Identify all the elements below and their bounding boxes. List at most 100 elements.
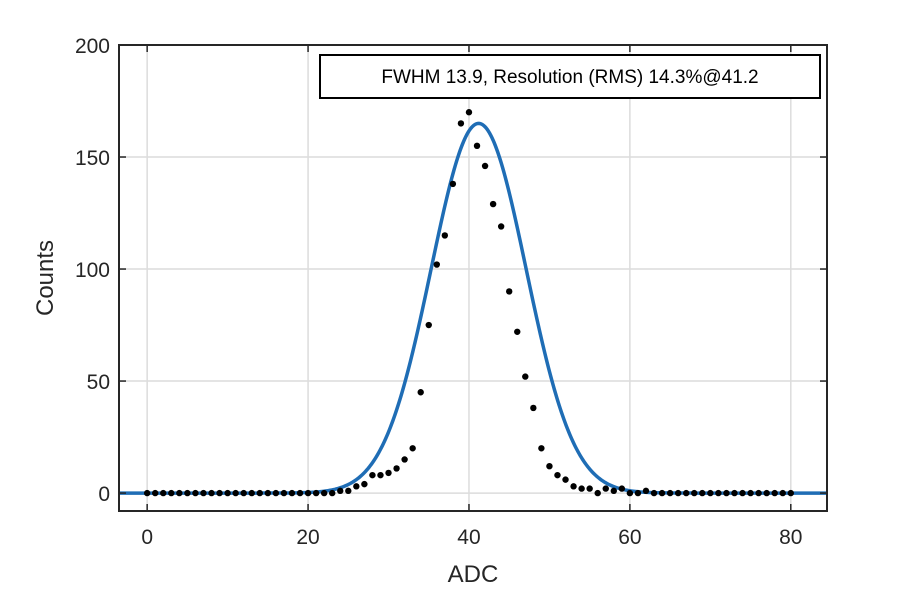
data-point bbox=[329, 489, 336, 497]
data-point bbox=[320, 489, 328, 497]
fit-curve-layer bbox=[119, 121, 827, 495]
data-point bbox=[224, 489, 231, 497]
data-point bbox=[449, 180, 457, 188]
y-tick-label: 50 bbox=[87, 371, 110, 394]
data-point bbox=[546, 462, 553, 470]
x-tick-labels: 0 20 40 60 80 bbox=[141, 526, 802, 549]
data-point bbox=[666, 489, 674, 497]
data-point bbox=[433, 261, 440, 268]
data-point bbox=[473, 142, 481, 150]
data-point bbox=[691, 489, 698, 497]
data-point bbox=[304, 489, 312, 497]
y-tick-label: 200 bbox=[75, 35, 110, 58]
plot-frame bbox=[118, 44, 828, 512]
data-point bbox=[779, 489, 786, 497]
data-point bbox=[168, 489, 175, 497]
data-point bbox=[337, 487, 344, 495]
data-point bbox=[417, 389, 424, 396]
data-point bbox=[674, 489, 682, 497]
data-point bbox=[457, 120, 465, 127]
data-point bbox=[489, 200, 497, 208]
data-point bbox=[771, 489, 778, 497]
data-point bbox=[280, 489, 288, 497]
data-point bbox=[530, 404, 537, 412]
data-point bbox=[699, 489, 706, 497]
data-point bbox=[554, 471, 561, 479]
data-point bbox=[264, 489, 272, 497]
data-point bbox=[160, 489, 167, 497]
annotation-box bbox=[319, 54, 821, 99]
data-point bbox=[739, 489, 746, 497]
data-point bbox=[345, 487, 352, 495]
y-tick-label: 100 bbox=[75, 259, 110, 282]
x-tick-label: 40 bbox=[457, 526, 480, 549]
y-tick-label: 0 bbox=[98, 483, 110, 506]
data-point bbox=[715, 489, 722, 497]
x-tick-label: 20 bbox=[296, 526, 319, 549]
x-tick-label: 80 bbox=[779, 526, 802, 549]
data-point bbox=[650, 489, 658, 497]
data-point bbox=[377, 471, 384, 479]
data-point bbox=[184, 489, 191, 497]
data-point bbox=[514, 328, 521, 335]
y-axis-label: Counts bbox=[32, 240, 59, 316]
data-point bbox=[361, 480, 368, 488]
data-point bbox=[353, 483, 360, 490]
data-point bbox=[393, 465, 400, 472]
y-tick-label: 150 bbox=[75, 147, 110, 170]
data-point bbox=[240, 489, 247, 497]
data-point bbox=[288, 489, 296, 497]
data-point bbox=[296, 489, 304, 497]
data-point bbox=[385, 469, 392, 477]
data-point bbox=[425, 321, 432, 329]
data-point bbox=[369, 471, 376, 479]
data-point bbox=[192, 489, 199, 497]
data-point bbox=[208, 489, 215, 497]
annotation-text: FWHM 13.9, Resolution (RMS) 14.3%@41.2 bbox=[381, 67, 758, 88]
data-point bbox=[610, 487, 617, 495]
data-point bbox=[409, 445, 416, 452]
y-tick-labels: 0 50 100 150 200 bbox=[75, 35, 110, 506]
data-point bbox=[602, 485, 609, 492]
data-point bbox=[755, 489, 762, 497]
data-point bbox=[465, 109, 473, 116]
data-point bbox=[562, 476, 569, 483]
data-point bbox=[763, 489, 770, 497]
data-point bbox=[248, 489, 255, 497]
data-point bbox=[497, 223, 505, 230]
data-point bbox=[232, 489, 239, 497]
data-point bbox=[658, 489, 666, 497]
data-point bbox=[272, 489, 280, 497]
data-point bbox=[723, 489, 730, 497]
data-point bbox=[256, 489, 263, 497]
data-point bbox=[312, 489, 320, 497]
data-point bbox=[522, 373, 529, 380]
data-point bbox=[618, 485, 626, 492]
data-points-layer bbox=[143, 109, 794, 497]
data-point bbox=[707, 489, 714, 497]
grid bbox=[119, 44, 827, 511]
data-point bbox=[216, 489, 223, 497]
data-point bbox=[481, 162, 489, 170]
x-tick-label: 60 bbox=[618, 526, 641, 549]
data-point bbox=[731, 489, 738, 497]
x-tick-label: 0 bbox=[141, 526, 153, 549]
data-point bbox=[642, 487, 650, 495]
data-point bbox=[506, 288, 513, 295]
data-point bbox=[401, 456, 408, 463]
data-point bbox=[176, 489, 183, 497]
data-point bbox=[143, 489, 151, 497]
data-point bbox=[152, 489, 159, 497]
data-point bbox=[634, 489, 642, 497]
data-point bbox=[586, 485, 593, 492]
data-point bbox=[626, 489, 634, 497]
data-point bbox=[578, 485, 585, 492]
data-point bbox=[200, 489, 207, 497]
data-point bbox=[570, 483, 577, 490]
axis-ticks bbox=[119, 44, 827, 511]
data-point bbox=[747, 489, 754, 497]
data-point bbox=[538, 445, 545, 452]
x-axis-label: ADC bbox=[448, 561, 499, 588]
data-point bbox=[441, 232, 449, 239]
